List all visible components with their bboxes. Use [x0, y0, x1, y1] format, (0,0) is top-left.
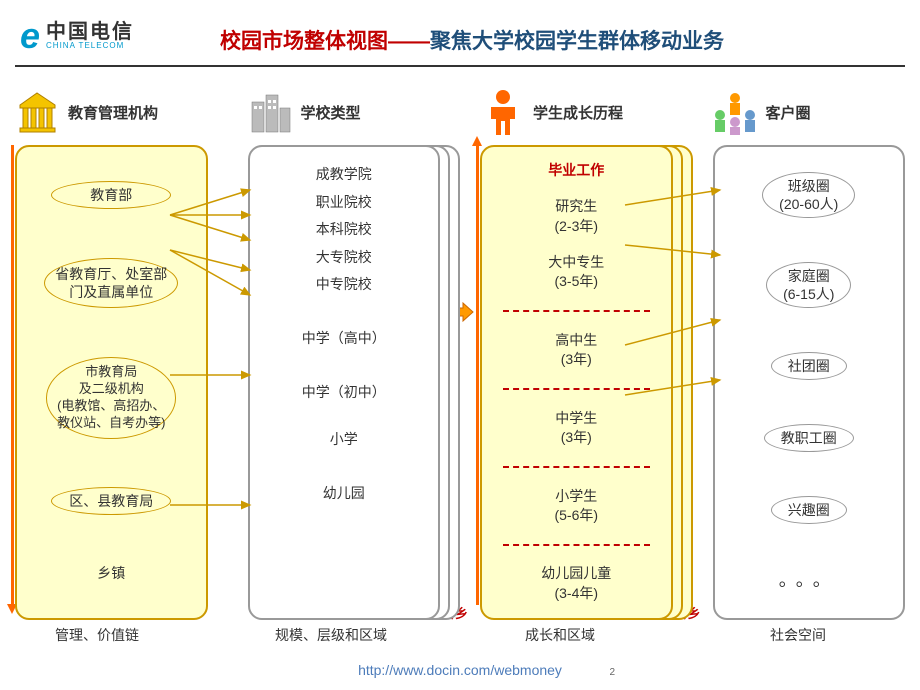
columns: 教育管理机构 教育部 省教育厅、处室部 门及直属单位 市教育局 及二级机构 (电…: [15, 85, 905, 620]
logo: e 中国电信 CHINA TELECOM: [20, 15, 134, 57]
text-item: 大专院校: [316, 248, 372, 268]
text-item: 高中生 (3年): [555, 331, 597, 370]
bubble: 家庭圈 (6-15人): [766, 262, 851, 308]
col-title: 学生成长历程: [533, 102, 623, 123]
text-item: 研究生 (2-3年): [554, 197, 598, 236]
logo-cn: 中国电信: [46, 22, 134, 42]
footer-url: http://www.docin.com/webmoney: [358, 662, 562, 678]
bubble: 社团圈: [771, 352, 847, 380]
footer-label: 管理、价值链: [55, 625, 139, 645]
col-title: 教育管理机构: [68, 102, 158, 123]
top-label: 毕业工作: [548, 161, 604, 181]
text-item: 本科院校: [316, 220, 372, 240]
col-management: 教育管理机构 教育部 省教育厅、处室部 门及直属单位 市教育局 及二级机构 (电…: [15, 85, 208, 620]
building-icon: [15, 90, 60, 135]
text-item: 幼儿园儿童 (3-4年): [541, 564, 611, 603]
col-title: 学校类型: [301, 102, 361, 123]
text-item: 中学生 (3年): [555, 409, 597, 448]
dash-divider: [503, 466, 650, 468]
bubble: 班级圈 (20-60人): [762, 172, 855, 218]
logo-en: CHINA TELECOM: [46, 42, 134, 50]
col-school-type: 学校类型 成教学院 职业院校 本科院校 大专院校 中专院校 中学（高中） 中学（…: [248, 85, 441, 620]
bubble: 市教育局 及二级机构 (电教馆、高招办、 教仪站、自考办等): [46, 357, 176, 439]
arrow-up: [476, 145, 479, 605]
footer-label: 社会空间: [770, 625, 826, 645]
bubble: 省教育厅、处室部 门及直属单位: [44, 258, 178, 308]
col-customer-circle: 客户圈 班级圈 (20-60人) 家庭圈 (6-15人) 社团圈 教职工圈 兴趣…: [713, 85, 906, 620]
dash-divider: [503, 388, 650, 390]
bubble: 区、县教育局: [51, 487, 171, 515]
text-item: 小学生 (5-6年): [554, 487, 598, 526]
divider: [15, 65, 905, 67]
footer-label: 成长和区域: [525, 625, 595, 645]
text-item: 中学（初中）: [302, 383, 386, 403]
text-item: 成教学院: [316, 165, 372, 185]
person-icon: [480, 90, 525, 135]
dash-divider: [503, 310, 650, 312]
bubble: 兴趣圈: [771, 496, 847, 524]
text-item: 小学: [330, 430, 358, 450]
text-item: 中学（高中）: [302, 329, 386, 349]
footer-label: 规模、层级和区域: [275, 625, 387, 645]
dash-divider: [503, 544, 650, 546]
ellipsis: 。。。: [779, 568, 839, 593]
text-item: 乡镇: [97, 564, 125, 584]
title-red: 校园市场整体视图: [220, 30, 388, 53]
title-blue: 聚焦大学校园学生群体移动业务: [430, 30, 724, 53]
arrow-down: [11, 145, 14, 605]
page-title: 校园市场整体视图——聚焦大学校园学生群体移动业务: [220, 25, 724, 55]
bubble: 教育部: [51, 181, 171, 209]
bubble: 教职工圈: [764, 424, 854, 452]
text-item: 大中专生 (3-5年): [548, 253, 604, 292]
text-item: 中专院校: [316, 275, 372, 295]
buildings-icon: [248, 90, 293, 135]
page-number: 2: [609, 667, 615, 678]
text-item: 幼儿园: [323, 484, 365, 504]
text-item: 职业院校: [316, 193, 372, 213]
col-student-growth: 学生成长历程 毕业工作 研究生 (2-3年) 大中专生 (3-5年) 高中生 (…: [480, 85, 673, 620]
people-icon: [713, 90, 758, 135]
col-title: 客户圈: [766, 102, 811, 123]
logo-mark-icon: e: [20, 15, 40, 57]
